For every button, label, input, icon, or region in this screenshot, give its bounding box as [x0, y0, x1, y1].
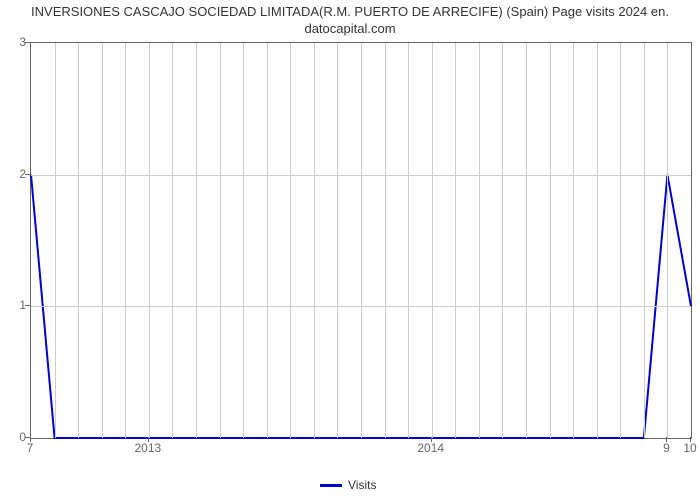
gridline-vertical: [385, 43, 386, 438]
gridline-vertical: [550, 43, 551, 438]
x-tick-label: 10: [683, 441, 696, 455]
chart-title-line1: INVERSIONES CASCAJO SOCIEDAD LIMITADA(R.…: [31, 4, 669, 19]
y-tick-label: 2: [6, 167, 26, 181]
gridline-vertical: [172, 43, 173, 438]
gridline-vertical: [290, 43, 291, 438]
x-tick-label: 2013: [134, 441, 161, 455]
gridline-vertical: [314, 43, 315, 438]
gridline-vertical: [667, 43, 668, 438]
y-tick-label: 3: [6, 35, 26, 49]
visits-line-chart: INVERSIONES CASCAJO SOCIEDAD LIMITADA(R.…: [0, 0, 700, 500]
gridline-vertical: [196, 43, 197, 438]
legend-swatch: [320, 484, 342, 487]
y-tick-label: 1: [6, 298, 26, 312]
legend-label: Visits: [348, 478, 376, 492]
y-tick-mark: [25, 174, 30, 175]
gridline-vertical: [597, 43, 598, 438]
gridline-vertical: [149, 43, 150, 438]
y-tick-label: 0: [6, 430, 26, 444]
legend: Visits: [320, 478, 376, 492]
x-tick-label: 9: [663, 441, 670, 455]
x-tick-label: 2014: [417, 441, 444, 455]
chart-title: INVERSIONES CASCAJO SOCIEDAD LIMITADA(R.…: [0, 0, 700, 38]
chart-title-line2: datocapital.com: [304, 21, 395, 36]
gridline-vertical: [526, 43, 527, 438]
gridline-vertical: [573, 43, 574, 438]
gridline-vertical: [55, 43, 56, 438]
x-tick-mark: [690, 437, 691, 442]
x-tick-label: 7: [27, 441, 34, 455]
gridline-vertical: [125, 43, 126, 438]
gridline-vertical: [408, 43, 409, 438]
x-tick-mark: [30, 437, 31, 442]
y-tick-mark: [25, 305, 30, 306]
gridline-vertical: [337, 43, 338, 438]
gridline-vertical: [432, 43, 433, 438]
x-tick-mark: [148, 437, 149, 442]
x-tick-mark: [431, 437, 432, 442]
gridline-vertical: [361, 43, 362, 438]
gridline-vertical: [243, 43, 244, 438]
gridline-vertical: [502, 43, 503, 438]
gridline-vertical: [220, 43, 221, 438]
gridline-vertical: [620, 43, 621, 438]
gridline-vertical: [267, 43, 268, 438]
gridline-vertical: [455, 43, 456, 438]
gridline-vertical: [644, 43, 645, 438]
gridline-vertical: [102, 43, 103, 438]
gridline-vertical: [479, 43, 480, 438]
x-tick-mark: [666, 437, 667, 442]
gridline-vertical: [78, 43, 79, 438]
y-tick-mark: [25, 42, 30, 43]
plot-area: [30, 42, 692, 439]
